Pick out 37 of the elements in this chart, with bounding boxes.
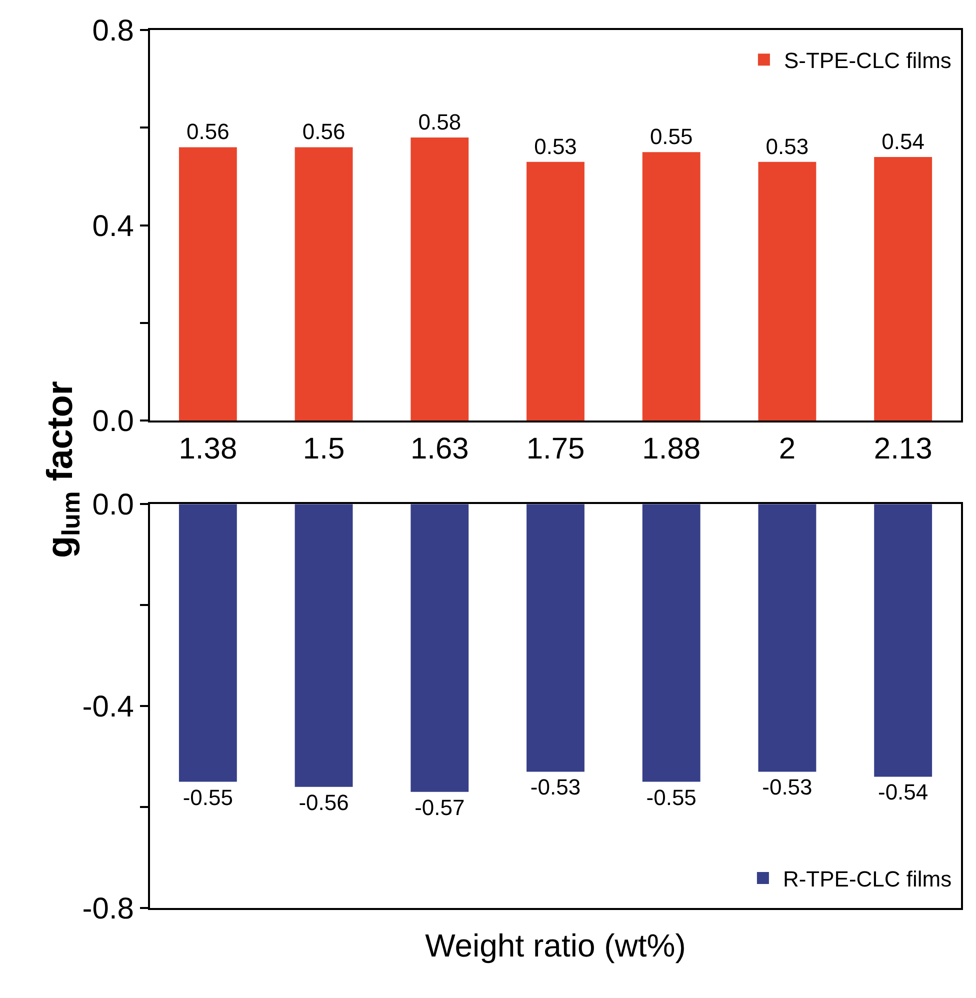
bar [526,162,584,421]
bar [642,152,700,421]
y-tick-label: 0.0 [92,405,134,438]
bar [178,147,237,421]
x-tick-label: 1.5 [302,432,345,466]
data-label: -0.56 [298,790,349,815]
legend-label: R-TPE-CLC films [782,866,952,892]
x-axis-title: Weight ratio (wt%) [425,927,686,964]
x-tick-label: 1.38 [178,432,238,466]
x-tick-label: 1.63 [410,432,469,466]
data-label: -0.53 [762,774,812,800]
data-label: 0.58 [418,109,462,134]
y-tick-label: -0.4 [82,690,134,724]
y-tick-label: 0.0 [92,488,134,522]
data-label: 0.56 [186,119,230,144]
y-tick-label: -0.8 [82,892,134,926]
data-label: -0.55 [182,784,234,810]
x-tick-label: 1.88 [642,432,701,466]
data-label: 0.55 [650,124,693,150]
x-tick-label: 2 [778,432,796,466]
y-tick-label: 0.8 [92,14,134,48]
bar [294,147,353,421]
y-tick-label: 0.4 [92,210,134,243]
x-tick-label: 2.13 [874,432,932,466]
legend-label: S-TPE-CLC films [784,48,952,74]
data-label: 0.53 [534,134,577,159]
bar [410,137,469,421]
data-label: -0.57 [414,794,465,820]
data-label: -0.53 [530,774,581,800]
x-tick-label: 1.75 [526,432,585,466]
data-label: 0.56 [302,119,346,144]
bar [874,156,932,421]
data-label: -0.54 [878,780,928,805]
data-label: 0.53 [766,134,809,159]
data-label: 0.54 [882,128,924,154]
data-label: -0.55 [646,784,696,810]
bar [758,162,816,421]
